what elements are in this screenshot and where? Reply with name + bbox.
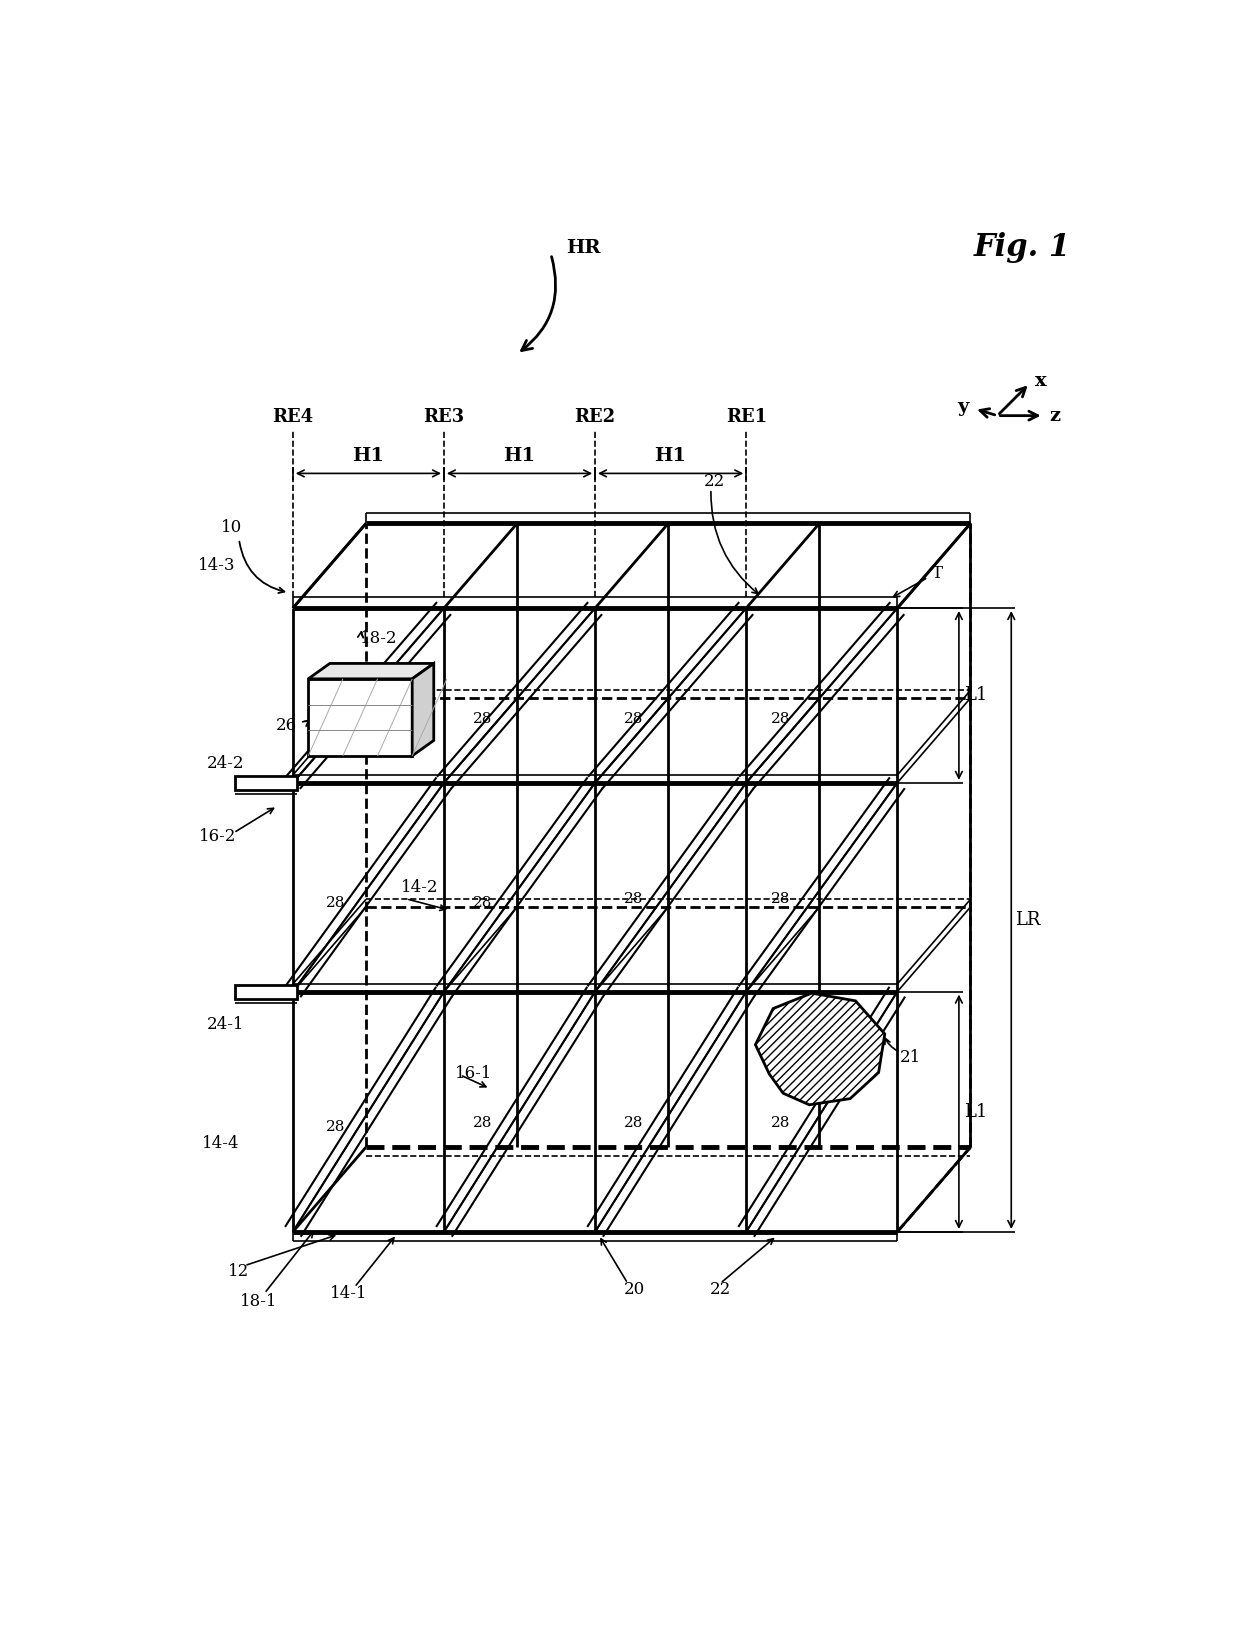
Text: 28: 28 xyxy=(624,1117,644,1130)
Text: RE1: RE1 xyxy=(725,409,766,427)
Text: y: y xyxy=(957,399,968,417)
Bar xyxy=(309,679,412,755)
Text: 28: 28 xyxy=(771,891,791,906)
Text: L1: L1 xyxy=(965,687,987,705)
Text: RE3: RE3 xyxy=(423,409,465,427)
Text: LR: LR xyxy=(1016,911,1040,929)
Text: 10: 10 xyxy=(221,518,242,536)
Bar xyxy=(236,777,298,790)
Polygon shape xyxy=(755,992,885,1105)
Text: 12: 12 xyxy=(228,1264,249,1280)
Polygon shape xyxy=(309,664,434,679)
Text: 14-3: 14-3 xyxy=(197,558,236,574)
Text: 28: 28 xyxy=(326,1120,345,1135)
Text: 26: 26 xyxy=(275,716,296,734)
Text: 28: 28 xyxy=(472,896,492,909)
Text: 28: 28 xyxy=(771,711,791,726)
Text: 28: 28 xyxy=(326,719,345,732)
Text: 16-1: 16-1 xyxy=(455,1064,492,1082)
Polygon shape xyxy=(412,664,434,755)
Text: 28: 28 xyxy=(624,891,644,906)
Text: RE4: RE4 xyxy=(273,409,314,427)
Text: 18-1: 18-1 xyxy=(239,1293,277,1310)
Text: z: z xyxy=(1049,407,1060,425)
Text: 14-1: 14-1 xyxy=(330,1285,368,1301)
Text: 28: 28 xyxy=(326,896,345,909)
Text: 24-2: 24-2 xyxy=(207,755,244,772)
Text: 21: 21 xyxy=(900,1048,921,1066)
Bar xyxy=(236,984,298,999)
Text: 18-2: 18-2 xyxy=(360,631,397,647)
Text: H1: H1 xyxy=(503,448,536,466)
Text: 24-1: 24-1 xyxy=(207,1015,244,1033)
Text: 14-4: 14-4 xyxy=(201,1135,239,1151)
Text: H1: H1 xyxy=(352,448,384,466)
Text: RE2: RE2 xyxy=(574,409,615,427)
Text: L1: L1 xyxy=(965,1102,987,1120)
Text: 20: 20 xyxy=(624,1282,645,1298)
Text: T: T xyxy=(932,566,942,582)
Text: 14-2: 14-2 xyxy=(401,878,438,896)
Text: HR: HR xyxy=(567,239,600,257)
Text: 28: 28 xyxy=(472,711,492,726)
Text: 28: 28 xyxy=(624,711,644,726)
Text: 16-2: 16-2 xyxy=(200,829,237,845)
Text: 28: 28 xyxy=(472,1117,492,1130)
Text: 22: 22 xyxy=(709,1282,730,1298)
Text: 28: 28 xyxy=(771,1117,791,1130)
Text: H1: H1 xyxy=(655,448,687,466)
Text: x: x xyxy=(1035,373,1047,391)
Text: 22: 22 xyxy=(703,473,724,489)
Text: Fig. 1: Fig. 1 xyxy=(973,232,1070,263)
